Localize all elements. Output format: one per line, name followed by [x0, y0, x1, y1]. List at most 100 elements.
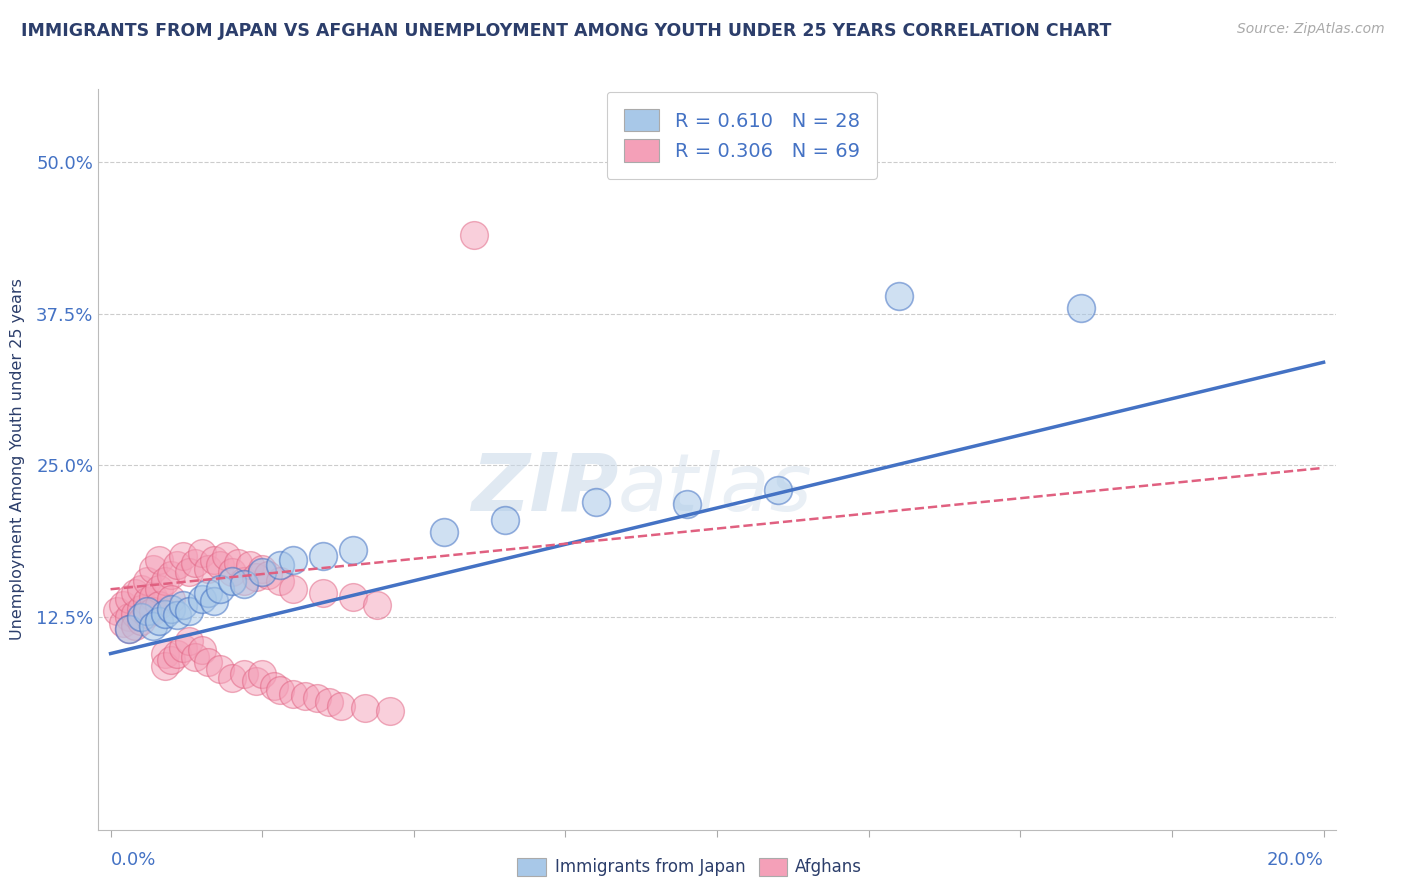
Point [354, 701, 377, 715]
Point [675, 497, 697, 511]
Point [118, 622, 141, 636]
Point [129, 614, 152, 628]
Point [160, 567, 183, 582]
Text: IMMIGRANTS FROM JAPAN VS AFGHAN UNEMPLOYMENT AMONG YOUTH UNDER 25 YEARS CORRELAT: IMMIGRANTS FROM JAPAN VS AFGHAN UNEMPLOY… [21, 22, 1112, 40]
Point [245, 674, 267, 689]
Point [197, 586, 219, 600]
Point [136, 604, 159, 618]
Point [124, 618, 146, 632]
Point [269, 683, 291, 698]
Point [463, 227, 485, 242]
Point [202, 594, 225, 608]
Point [281, 687, 304, 701]
Point [215, 549, 238, 564]
Point [166, 647, 188, 661]
Point [190, 643, 212, 657]
Point [250, 561, 273, 575]
Point [318, 695, 340, 709]
Point [148, 614, 170, 628]
Point [263, 679, 285, 693]
Point [142, 604, 165, 618]
Point [233, 667, 256, 681]
Point [129, 610, 152, 624]
Text: 0.0%: 0.0% [111, 851, 156, 870]
Y-axis label: Unemployment Among Youth under 25 years: Unemployment Among Youth under 25 years [10, 278, 25, 640]
Point [342, 590, 364, 604]
Point [172, 598, 194, 612]
Point [172, 549, 194, 564]
Point [233, 577, 256, 591]
Point [312, 586, 335, 600]
Point [118, 610, 141, 624]
Text: ZIP: ZIP [471, 450, 619, 528]
Point [184, 556, 207, 570]
Point [366, 598, 388, 612]
Text: atlas: atlas [619, 450, 813, 528]
Text: Immigrants from Japan: Immigrants from Japan [555, 858, 747, 876]
Point [166, 607, 188, 622]
Point [124, 607, 146, 621]
Point [105, 604, 128, 618]
Point [202, 553, 225, 567]
Point [142, 618, 165, 632]
Point [148, 582, 170, 597]
Legend: R = 0.610   N = 28, R = 0.306   N = 69: R = 0.610 N = 28, R = 0.306 N = 69 [606, 92, 877, 179]
Point [142, 590, 165, 604]
Point [269, 574, 291, 588]
Point [1070, 301, 1092, 315]
Point [118, 591, 141, 606]
Point [257, 567, 280, 582]
Point [190, 591, 212, 606]
Point [179, 566, 201, 580]
Point [111, 616, 134, 631]
Point [184, 650, 207, 665]
Point [221, 574, 243, 588]
Text: Source: ZipAtlas.com: Source: ZipAtlas.com [1237, 22, 1385, 37]
Text: 20.0%: 20.0% [1267, 851, 1323, 870]
Point [494, 513, 516, 527]
Point [330, 698, 353, 713]
Point [160, 591, 183, 606]
Point [197, 561, 219, 575]
Point [239, 558, 262, 572]
Point [111, 598, 134, 612]
Point [153, 647, 176, 661]
Point [281, 582, 304, 597]
Point [221, 566, 243, 580]
Point [305, 691, 328, 706]
Point [433, 525, 456, 540]
Point [233, 574, 256, 588]
Point [153, 574, 176, 588]
Point [281, 553, 304, 567]
Point [887, 288, 910, 302]
Point [136, 607, 159, 621]
Point [118, 622, 141, 636]
Point [197, 655, 219, 669]
Point [153, 607, 176, 621]
Point [585, 495, 607, 509]
Point [208, 582, 231, 597]
Point [136, 574, 159, 588]
Point [378, 704, 401, 718]
Point [312, 549, 335, 564]
Point [129, 582, 152, 597]
Point [153, 658, 176, 673]
Point [124, 586, 146, 600]
Point [160, 601, 183, 615]
Point [148, 553, 170, 567]
Point [245, 570, 267, 584]
Point [160, 653, 183, 667]
Point [250, 566, 273, 580]
Point [269, 558, 291, 572]
Point [179, 604, 201, 618]
Point [166, 558, 188, 572]
Point [250, 667, 273, 681]
Point [148, 598, 170, 612]
Point [221, 671, 243, 685]
Point [136, 594, 159, 608]
Point [179, 634, 201, 648]
Point [190, 546, 212, 560]
Point [294, 689, 316, 703]
Point [172, 640, 194, 655]
Point [208, 558, 231, 572]
